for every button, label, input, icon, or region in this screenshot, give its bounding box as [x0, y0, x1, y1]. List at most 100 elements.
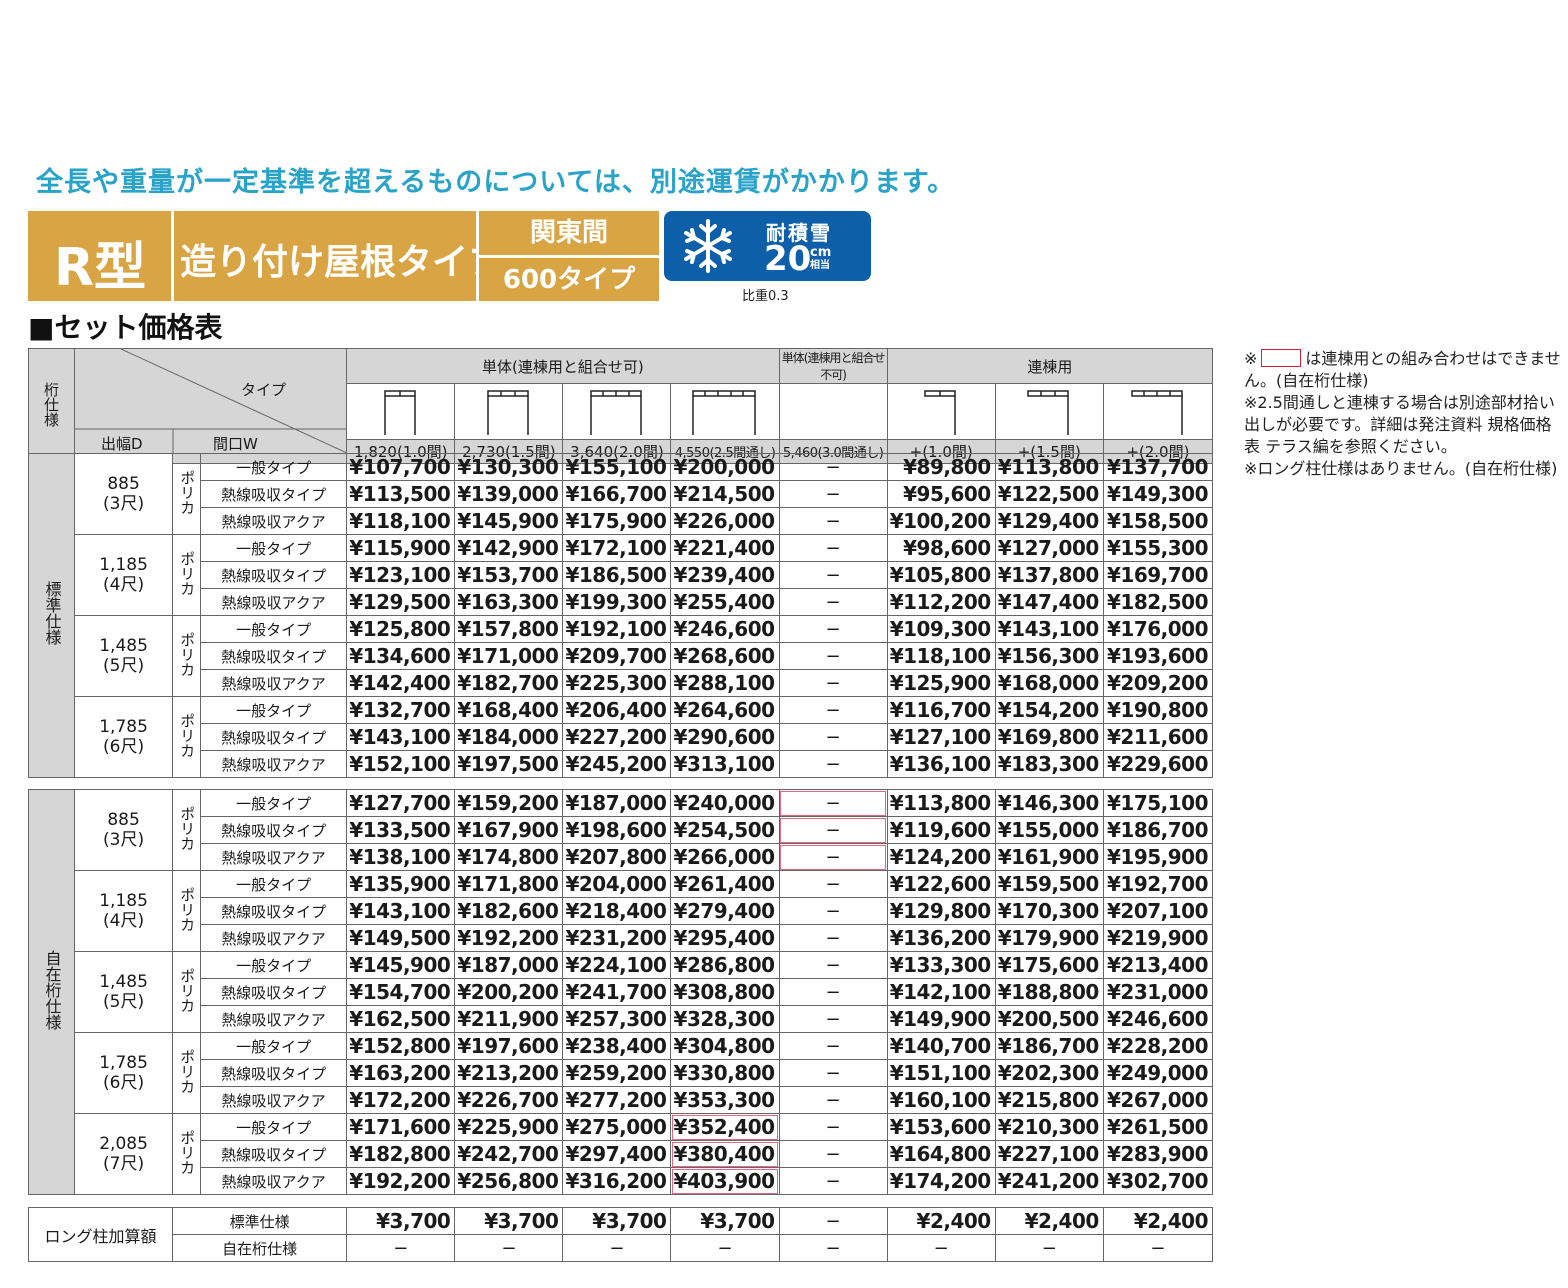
price-cell: ¥127,700 [346, 789, 456, 817]
price-cell: ¥136,200 [886, 924, 996, 952]
price-cell: ¥210,300 [994, 1113, 1104, 1141]
price-cell: ¥154,200 [994, 696, 1104, 724]
beam-spec-label: 標準仕様 [42, 581, 62, 645]
price-cell: − [778, 507, 888, 535]
snow-load-label: 耐積雪 [766, 221, 832, 245]
price-cell: ¥192,200 [346, 1167, 456, 1195]
roof-type-badge: 造り付け屋根タイプ [174, 211, 504, 301]
price-cell: − [778, 534, 888, 562]
price-cell: ¥153,600 [886, 1113, 996, 1141]
price-cell: ¥226,000 [670, 507, 780, 535]
price-cell: ¥134,600 [346, 642, 456, 670]
table-row: 熱線吸収タイプ ¥143,100 ¥184,000 ¥227,200 ¥290,600−… [29, 723, 1214, 751]
type-cell: 一般タイプ [200, 1113, 348, 1141]
price-cell: ¥219,900 [1102, 924, 1214, 952]
price-cell: ¥122,600 [886, 870, 996, 898]
price-cell: ¥167,900 [454, 816, 564, 844]
table-row: 熱線吸収アクア ¥149,500 ¥192,200 ¥231,200 ¥295,400−… [29, 924, 1214, 952]
price-cell: ¥286,800 [670, 951, 780, 979]
price-cell: ¥206,400 [562, 696, 672, 724]
notes: ※ は連棟用との組み合わせはできません。(自在桁仕様) ※2.5間通しと連棟する場… [1244, 348, 1562, 480]
beam-spec-group: 標準仕様 [27, 453, 76, 778]
depth-shaku: (7尺) [103, 1154, 145, 1174]
frame-icon-1-0 [384, 389, 416, 435]
price-cell: ¥152,800 [346, 1032, 456, 1060]
price-cell: ¥190,800 [1102, 696, 1214, 724]
price-cell: ¥143,100 [346, 897, 456, 925]
depth-cell: 1,485 (5尺) [74, 951, 174, 1033]
price-cell: ¥170,300 [994, 897, 1104, 925]
section-title: ■セット価格表 [28, 311, 223, 344]
price-cell: ¥172,100 [562, 534, 672, 562]
price-cell: ¥264,600 [670, 696, 780, 724]
price-cell: ¥163,300 [454, 588, 564, 616]
type-cell: 熱線吸収アクア [200, 669, 348, 697]
price-cell: ¥228,200 [1102, 1032, 1214, 1060]
table-row: 熱線吸収アクア ¥172,200 ¥226,700 ¥277,200 ¥353,300−… [29, 1086, 1214, 1114]
material-cell: ポリカ [172, 1032, 202, 1114]
depth-cell: 2,085 (7尺) [74, 1113, 174, 1195]
depth-cell: 1,185 (4尺) [74, 534, 174, 616]
price-cell: ¥112,200 [886, 588, 996, 616]
depth-cell: 1,785 (6尺) [74, 1032, 174, 1114]
table-row: 熱線吸収アクア ¥192,200 ¥256,800 ¥316,200 ¥403,900−… [29, 1167, 1214, 1195]
price-cell: − [778, 1167, 888, 1195]
price-cell: ¥169,700 [1102, 561, 1214, 589]
price-cell: ¥202,300 [994, 1059, 1104, 1087]
table-row: 自在桁仕様 − − − − − − − − [29, 1234, 1214, 1262]
type-cell: 一般タイプ [200, 615, 348, 643]
table-row: 熱線吸収タイプ ¥182,800 ¥242,700 ¥297,400 ¥380,400−… [29, 1140, 1214, 1168]
price-cell: ¥164,800 [886, 1140, 996, 1168]
price-cell: ¥254,500 [670, 816, 780, 844]
table-row: 熱線吸収アクア ¥162,500 ¥211,900 ¥257,300 ¥328,300−… [29, 1005, 1214, 1033]
note-2-5-span: ※2.5間通しと連棟する場合は別途部材拾い出しが必要です。詳細は発注資料 規格価… [1244, 393, 1555, 456]
price-table-free-beam: 自在桁仕様 885 (3尺) ポリカ 一般タイプ ¥127,700 ¥159,200 ¥187… [27, 789, 1214, 1195]
price-cell: ¥115,900 [346, 534, 456, 562]
price-cell: ¥116,700 [886, 696, 996, 724]
price-cell: ¥275,000 [562, 1113, 672, 1141]
price-cell: ¥159,200 [454, 789, 564, 817]
frame-2-0 [562, 383, 672, 440]
price-cell: − [454, 1234, 564, 1262]
price-cell: ¥198,600 [562, 816, 672, 844]
price-cell: ¥199,300 [562, 588, 672, 616]
snowflake-icon [684, 219, 732, 273]
price-cell: − [562, 1234, 672, 1262]
price-cell: ¥221,400 [670, 534, 780, 562]
material-label: ポリカ [178, 550, 197, 596]
model-label: R型 [54, 238, 147, 298]
price-cell: ¥242,700 [454, 1140, 564, 1168]
depth-value: 1,785 [99, 1053, 148, 1073]
price-cell: ¥302,700 [1102, 1167, 1214, 1195]
depth-value: 1,185 [99, 555, 148, 575]
price-cell: ¥209,700 [562, 642, 672, 670]
price-cell: − [778, 924, 888, 952]
price-cell: ¥163,200 [346, 1059, 456, 1087]
price-cell: ¥200,500 [994, 1005, 1104, 1033]
price-cell: − [778, 978, 888, 1006]
table-row: 自在桁仕様 885 (3尺) ポリカ 一般タイプ ¥127,700 ¥159,200 ¥187… [27, 789, 1214, 1195]
price-cell: ¥187,000 [454, 951, 564, 979]
material-cell: ポリカ [172, 951, 202, 1033]
price-cell: ¥231,200 [562, 924, 672, 952]
price-cell: ¥295,400 [670, 924, 780, 952]
price-cell: ¥160,100 [886, 1086, 996, 1114]
price-cell: ¥209,200 [1102, 669, 1214, 697]
material-label: ポリカ [178, 967, 197, 1013]
type-cell: 一般タイプ [200, 789, 348, 817]
shipping-notice: 全長や重量が一定基準を超えるものについては、別途運賃がかかります。 [36, 167, 956, 198]
type-cell: 一般タイプ [200, 951, 348, 979]
table-row: ロング柱加算額 標準仕様 ¥3,700 ¥3,700 ¥3,700 ¥3,700− ¥2,4… [27, 1207, 1214, 1262]
material-cell: ポリカ [172, 1113, 202, 1195]
price-cell: ¥140,700 [886, 1032, 996, 1060]
type-cell: 熱線吸収タイプ [200, 1059, 348, 1087]
type-cell: 熱線吸収タイプ [200, 978, 348, 1006]
price-cell: ¥168,400 [454, 696, 564, 724]
price-cell: ¥171,600 [346, 1113, 456, 1141]
price-cell: ¥153,700 [454, 561, 564, 589]
price-cell: − [778, 642, 888, 670]
price-cell: ¥227,200 [562, 723, 672, 751]
frame-icon-plus-2-0 [1131, 389, 1183, 435]
price-cell: ¥267,000 [1102, 1086, 1214, 1114]
frame-2-5 [670, 383, 780, 440]
